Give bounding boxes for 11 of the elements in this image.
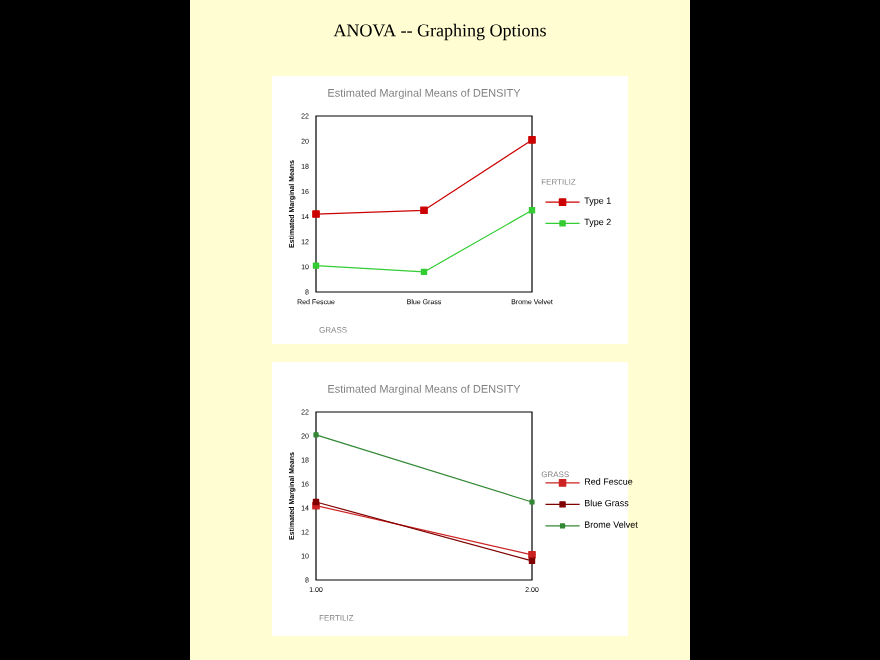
point xyxy=(528,136,536,144)
text: ANOVA -- Graphing Options xyxy=(333,23,546,41)
point xyxy=(528,557,536,564)
point xyxy=(313,432,319,438)
point xyxy=(312,262,320,269)
point xyxy=(529,499,535,505)
point xyxy=(528,551,536,559)
point xyxy=(312,210,320,218)
point xyxy=(528,207,536,214)
point xyxy=(420,268,428,276)
point xyxy=(420,206,428,215)
